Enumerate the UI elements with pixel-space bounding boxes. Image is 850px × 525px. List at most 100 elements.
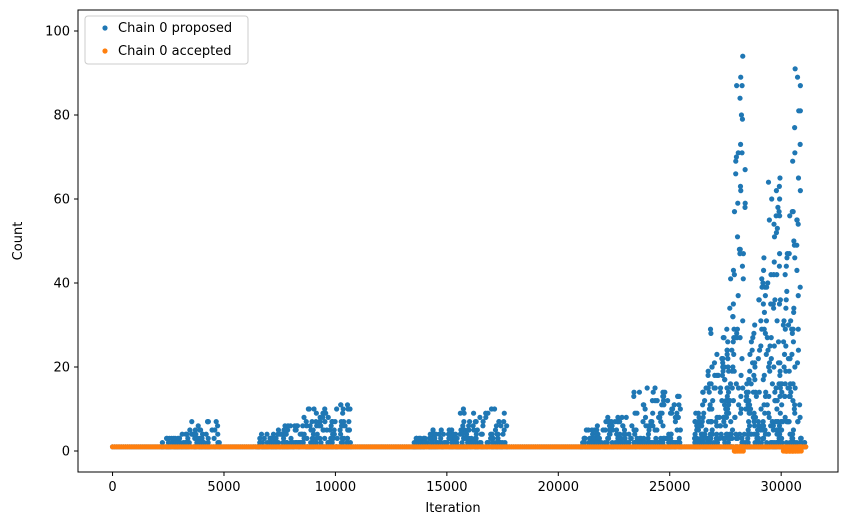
proposed-point <box>722 423 729 429</box>
proposed-point <box>745 402 751 408</box>
proposed-point <box>742 167 748 173</box>
proposed-point <box>764 284 770 290</box>
proposed-point <box>692 431 698 437</box>
proposed-point <box>734 326 741 332</box>
proposed-point <box>346 419 352 425</box>
proposed-point <box>761 309 768 315</box>
proposed-point <box>782 272 788 278</box>
proposed-point <box>784 419 790 425</box>
proposed-point <box>782 381 788 387</box>
proposed-point <box>338 402 344 408</box>
proposed-point <box>203 431 209 437</box>
proposed-point <box>731 209 738 215</box>
proposed-point <box>758 343 764 349</box>
proposed-point <box>726 402 732 408</box>
proposed-point <box>795 293 801 299</box>
proposed-point <box>322 435 328 441</box>
proposed-point <box>739 150 745 156</box>
proposed-point <box>780 322 786 328</box>
proposed-point <box>175 440 181 446</box>
proposed-point <box>766 217 772 223</box>
proposed-point <box>334 435 340 441</box>
proposed-point <box>621 427 628 433</box>
proposed-point <box>264 440 270 446</box>
proposed-point <box>261 435 267 441</box>
proposed-point <box>724 347 730 353</box>
proposed-point <box>771 343 777 349</box>
proposed-point <box>768 356 774 362</box>
proposed-point <box>700 402 706 408</box>
proposed-point <box>790 381 796 387</box>
proposed-point <box>760 280 766 286</box>
proposed-point <box>275 427 282 433</box>
proposed-point <box>628 435 634 441</box>
proposed-point <box>775 339 782 345</box>
proposed-point <box>716 414 722 420</box>
x-tick-label: 5000 <box>207 480 240 495</box>
proposed-point <box>619 414 625 420</box>
proposed-point <box>311 406 317 412</box>
proposed-point <box>721 335 727 341</box>
proposed-point <box>731 351 737 357</box>
proposed-point <box>667 410 674 416</box>
proposed-point <box>617 419 623 425</box>
proposed-point <box>629 423 635 429</box>
proposed-point <box>501 410 507 416</box>
proposed-point <box>318 440 324 446</box>
proposed-point <box>779 389 785 395</box>
proposed-point <box>338 431 344 437</box>
proposed-point <box>721 402 728 408</box>
proposed-point <box>737 431 743 437</box>
proposed-point <box>765 179 772 185</box>
proposed-point <box>699 419 705 425</box>
proposed-point <box>722 435 728 441</box>
proposed-point <box>777 393 783 399</box>
proposed-point <box>322 419 328 425</box>
proposed-point <box>751 423 758 429</box>
proposed-point <box>658 419 664 425</box>
proposed-point <box>733 431 739 437</box>
proposed-point <box>176 435 182 441</box>
proposed-point <box>594 423 600 429</box>
proposed-point <box>744 393 750 399</box>
proposed-point <box>216 440 222 446</box>
proposed-point <box>447 435 453 441</box>
proposed-point <box>470 410 477 416</box>
proposed-point <box>764 440 770 446</box>
proposed-point <box>500 431 506 437</box>
proposed-point <box>472 419 478 425</box>
proposed-point <box>792 385 798 391</box>
proposed-point <box>795 419 801 425</box>
proposed-point <box>780 339 787 345</box>
proposed-point <box>777 175 783 181</box>
proposed-point <box>777 297 784 303</box>
proposed-point <box>767 368 773 374</box>
y-tick-label: 80 <box>53 109 70 124</box>
proposed-point <box>764 335 770 341</box>
proposed-point <box>777 213 783 219</box>
proposed-point <box>649 440 655 446</box>
proposed-point <box>760 301 766 307</box>
accepted-point <box>803 444 809 450</box>
proposed-point <box>459 431 466 437</box>
series-accepted-points <box>109 444 809 454</box>
proposed-point <box>762 410 768 416</box>
proposed-point <box>205 440 211 446</box>
proposed-point <box>775 204 781 210</box>
proposed-point <box>278 431 284 437</box>
proposed-point <box>733 381 739 387</box>
proposed-point <box>734 330 740 336</box>
proposed-point <box>606 431 613 437</box>
proposed-point <box>721 419 727 425</box>
proposed-point <box>748 339 754 345</box>
proposed-point <box>724 431 730 437</box>
proposed-point <box>446 427 452 433</box>
proposed-point <box>791 238 797 244</box>
proposed-point <box>795 175 802 181</box>
proposed-point <box>421 440 427 446</box>
proposed-point <box>735 200 741 206</box>
proposed-point <box>212 427 218 433</box>
proposed-point <box>717 385 724 391</box>
proposed-point <box>751 410 757 416</box>
